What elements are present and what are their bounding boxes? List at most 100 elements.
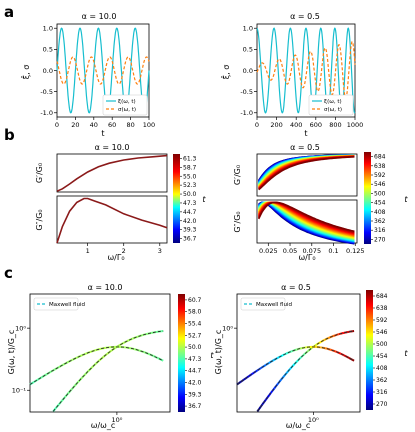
colorbar-tick-label: 52.7 (188, 332, 202, 339)
colorbar-tick-label: 454 (374, 200, 386, 207)
y-tick-label: -1.0 (40, 109, 53, 117)
legend-label: Maxwell fluid (256, 302, 292, 308)
colorbar-tick-label: 55.0 (183, 173, 197, 180)
y-tick-label: 10⁰ (15, 324, 26, 332)
y-tick-label: -1.0 (240, 109, 253, 117)
y-axis-label-bottom: G″/G₀ (233, 211, 242, 232)
chart-b-left: α = 10.0 1 2 3 G′/G₀ G″/G₀ ω/Γ₀ 61.3 58.7 55… (35, 143, 206, 262)
legend-box (308, 94, 354, 116)
colorbar-tick-label: 47.3 (188, 356, 202, 363)
colorbar-tick-label: 39.3 (183, 227, 197, 234)
plot-frame-top (256, 153, 358, 197)
x-tick-label: 800 (329, 121, 341, 129)
y-tick-label: 10⁰ (222, 324, 233, 332)
y-axis-label: ξ̂, σ (20, 65, 31, 80)
x-tick-label: 2 (122, 247, 126, 255)
colorbar-tick-label: 316 (376, 389, 388, 396)
x-axis-label: ω/ω_c (91, 421, 116, 430)
colorbar-label: t (210, 351, 214, 360)
data-segment-0 (299, 356, 303, 360)
colorbar-tick-label: 500 (374, 190, 386, 197)
x-tick-label: 60 (108, 121, 116, 129)
legend-box (102, 94, 148, 116)
colorbar (178, 294, 185, 412)
data-segment-1 (48, 370, 52, 374)
colorbar-tick-label: 60.7 (188, 297, 202, 304)
colorbar-tick-label: 52.3 (183, 182, 197, 189)
y-tick-label: -0.5 (240, 88, 253, 96)
legend-label: σ(ω, t) (118, 107, 136, 113)
panel-label-b: b (4, 126, 15, 144)
legend-label: σ(ω, t) (324, 107, 342, 113)
series-line-0 (256, 27, 356, 114)
colorbar-tick-label: 684 (376, 293, 388, 300)
plot-frame-bottom (256, 199, 358, 244)
plot-frame-bottom (56, 195, 168, 244)
colorbar-tick-label: 684 (374, 154, 386, 161)
chart-title: α = 10.0 (95, 143, 130, 152)
colorbar-label: t (404, 349, 408, 358)
x-tick-label: 0 (255, 121, 259, 129)
data-segment-0 (295, 359, 299, 363)
colorbar-tick-label: 362 (374, 218, 386, 225)
colorbar-tick-label: 50.0 (188, 344, 202, 351)
x-axis-label: ω/Γ₀ (298, 253, 315, 262)
data-segment-1 (351, 358, 355, 362)
y-axis-label: G(ω, t)/G_c (7, 330, 16, 375)
chart-a-right: α = 0.5 0 200 400 600 800 1000 1.0 0.5 0.0 -0.5 -1… (220, 12, 364, 138)
colorbar-tick-label: 638 (374, 163, 386, 170)
data-segment-1 (338, 351, 341, 355)
y-tick-label: 1.0 (243, 25, 253, 33)
colorbar-tick-label: 592 (376, 317, 388, 324)
x-tick-label: 0.05 (283, 247, 297, 255)
x-tick-label: 3 (158, 247, 162, 255)
data-segment-1 (79, 354, 83, 357)
series-line-bottom (56, 197, 168, 244)
data-segment-1 (285, 351, 289, 355)
colorbar-tick-label: 454 (376, 353, 388, 360)
colorbar-tick-label: 58.7 (183, 164, 197, 171)
x-tick-label: 40 (90, 121, 98, 129)
colorbar-tick-label: 61.3 (183, 155, 197, 162)
x-axis-label: t (304, 129, 307, 138)
x-tick-label: 0.025 (259, 247, 278, 255)
y-axis-label: G(ω, t)/G_c (214, 330, 223, 375)
maxwell-line-1 (29, 346, 164, 385)
chart-b-right: α = 0.5 0.025 0.05 0.075 0.1 0.125 G′/G₀ G″/… (233, 143, 408, 262)
plot-frame (29, 293, 171, 413)
x-tick-label: 80 (126, 121, 134, 129)
colorbar-tick-label: 270 (376, 401, 388, 408)
series-line-0 (56, 27, 150, 114)
x-tick-label: 200 (270, 121, 282, 129)
colorbar-tick-label: 55.4 (188, 321, 202, 328)
x-tick-label: 0.075 (302, 247, 321, 255)
data-segment-0 (285, 370, 289, 375)
colorbar-tick-label: 47.3 (183, 200, 197, 207)
colorbar-tick-label: 362 (376, 377, 388, 384)
colorbar-tick-label: 270 (374, 236, 386, 243)
colorbar-tick-label: 44.7 (188, 368, 202, 375)
data-segment-0 (323, 338, 326, 342)
data-segment-1 (263, 364, 267, 367)
colorbar-tick-label: 546 (374, 181, 386, 188)
x-axis-label: t (101, 129, 104, 138)
colorbar-tick-label: 36.7 (183, 236, 197, 243)
series-line-top (56, 154, 168, 192)
chart-title: α = 10.0 (82, 12, 117, 21)
chart-title: α = 10.0 (88, 283, 123, 292)
data-segment-1 (272, 358, 275, 362)
data-segment-0 (135, 335, 139, 339)
colorbar-tick-label: 408 (374, 209, 386, 216)
legend-box (33, 297, 79, 311)
x-tick-label: 1000 (347, 121, 364, 129)
series-line-1 (256, 40, 356, 99)
legend-label: ξ(ω, t) (324, 99, 342, 105)
y-axis-label-top: G′/G₀ (233, 165, 242, 185)
chart-a-left: α = 10.0 0 20 40 60 80 100 1.0 0.5 0.0 -0.5 -1.0 ξ(… (20, 12, 156, 138)
y-tick-label: 0.5 (43, 46, 53, 54)
y-axis-label: ξ̂, σ (220, 65, 231, 80)
data-segment-0 (314, 343, 318, 347)
colorbar-tick-label: 36.7 (188, 403, 202, 410)
y-axis-label-top: G′/G₀ (35, 163, 44, 183)
